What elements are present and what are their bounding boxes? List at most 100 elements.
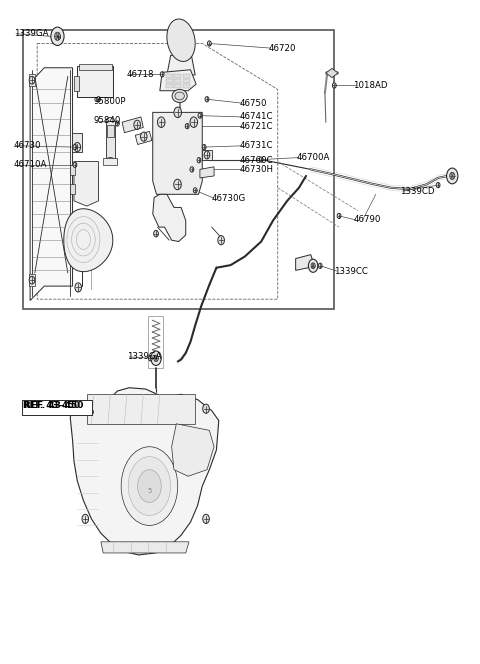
Circle shape — [174, 179, 181, 190]
Text: 46790: 46790 — [353, 215, 381, 224]
Bar — [77, 66, 113, 97]
Circle shape — [311, 263, 315, 269]
Text: 1339GA: 1339GA — [127, 353, 161, 361]
Polygon shape — [153, 195, 186, 242]
Text: 46730G: 46730G — [212, 194, 246, 203]
Circle shape — [203, 404, 209, 413]
Polygon shape — [64, 208, 113, 272]
Circle shape — [174, 107, 181, 118]
Circle shape — [29, 76, 35, 84]
Polygon shape — [153, 112, 202, 195]
Circle shape — [128, 457, 171, 515]
Text: REF. 43-450: REF. 43-450 — [23, 401, 80, 410]
Bar — [70, 185, 75, 195]
Polygon shape — [296, 254, 314, 270]
Bar — [106, 121, 115, 160]
Bar — [103, 158, 118, 165]
Text: 1339CD: 1339CD — [400, 187, 435, 195]
Circle shape — [57, 35, 60, 40]
Polygon shape — [74, 161, 98, 206]
Text: 46760C: 46760C — [240, 156, 274, 165]
Polygon shape — [101, 542, 189, 553]
Text: 5: 5 — [147, 488, 152, 494]
Polygon shape — [160, 70, 196, 91]
Text: 95840: 95840 — [94, 116, 121, 125]
Circle shape — [116, 121, 119, 126]
Polygon shape — [167, 19, 195, 62]
Polygon shape — [30, 68, 72, 301]
Circle shape — [134, 120, 141, 129]
Bar — [22, 400, 92, 414]
Bar — [29, 74, 35, 86]
Text: 46720: 46720 — [268, 44, 296, 52]
Bar — [70, 165, 75, 175]
Circle shape — [141, 132, 147, 141]
Bar — [74, 76, 79, 91]
Polygon shape — [70, 388, 219, 555]
Circle shape — [203, 515, 209, 523]
Bar — [166, 79, 172, 83]
Circle shape — [190, 117, 198, 127]
Circle shape — [190, 167, 194, 172]
Bar — [183, 79, 190, 83]
Circle shape — [193, 188, 197, 193]
Text: 95800P: 95800P — [94, 97, 126, 106]
Circle shape — [82, 515, 89, 523]
Bar — [176, 35, 186, 55]
Polygon shape — [135, 131, 152, 145]
Circle shape — [75, 283, 82, 292]
Bar — [79, 64, 112, 70]
Text: 46710A: 46710A — [13, 160, 47, 169]
Polygon shape — [167, 55, 195, 75]
Circle shape — [207, 41, 211, 46]
Circle shape — [138, 469, 161, 503]
Circle shape — [51, 27, 64, 45]
Circle shape — [198, 113, 202, 118]
Circle shape — [154, 355, 158, 361]
Circle shape — [90, 410, 93, 414]
Bar — [72, 133, 83, 151]
Circle shape — [157, 117, 165, 127]
Circle shape — [73, 162, 77, 167]
Circle shape — [205, 97, 209, 102]
Circle shape — [82, 404, 89, 413]
Circle shape — [121, 447, 178, 525]
Text: 46730H: 46730H — [240, 165, 274, 174]
Bar — [29, 274, 35, 286]
Text: 1339GA: 1339GA — [13, 29, 48, 38]
Text: 1018AD: 1018AD — [353, 81, 388, 90]
Circle shape — [185, 124, 189, 129]
Circle shape — [446, 168, 458, 184]
Circle shape — [160, 72, 164, 77]
Bar — [183, 74, 190, 78]
Circle shape — [154, 230, 158, 237]
Text: 46731C: 46731C — [240, 141, 274, 150]
Circle shape — [337, 213, 341, 218]
Text: 46741C: 46741C — [240, 112, 274, 122]
Bar — [107, 125, 114, 137]
Bar — [166, 74, 172, 78]
Bar — [174, 79, 181, 83]
Polygon shape — [172, 424, 214, 476]
Bar — [23, 31, 335, 309]
Circle shape — [73, 145, 77, 149]
Text: 46718: 46718 — [127, 70, 154, 79]
Circle shape — [318, 263, 322, 268]
Bar — [202, 150, 212, 160]
Ellipse shape — [106, 157, 115, 163]
Text: 46721C: 46721C — [240, 122, 274, 131]
Circle shape — [148, 356, 152, 361]
Text: 1339CC: 1339CC — [335, 266, 368, 276]
Circle shape — [197, 157, 201, 163]
Circle shape — [436, 183, 440, 188]
Polygon shape — [326, 68, 338, 78]
Circle shape — [74, 143, 81, 151]
Ellipse shape — [172, 90, 187, 102]
Circle shape — [202, 145, 206, 149]
Circle shape — [218, 236, 225, 245]
Bar — [166, 84, 172, 88]
Polygon shape — [122, 117, 144, 133]
Circle shape — [259, 157, 263, 162]
Circle shape — [333, 83, 336, 88]
Circle shape — [55, 32, 60, 41]
